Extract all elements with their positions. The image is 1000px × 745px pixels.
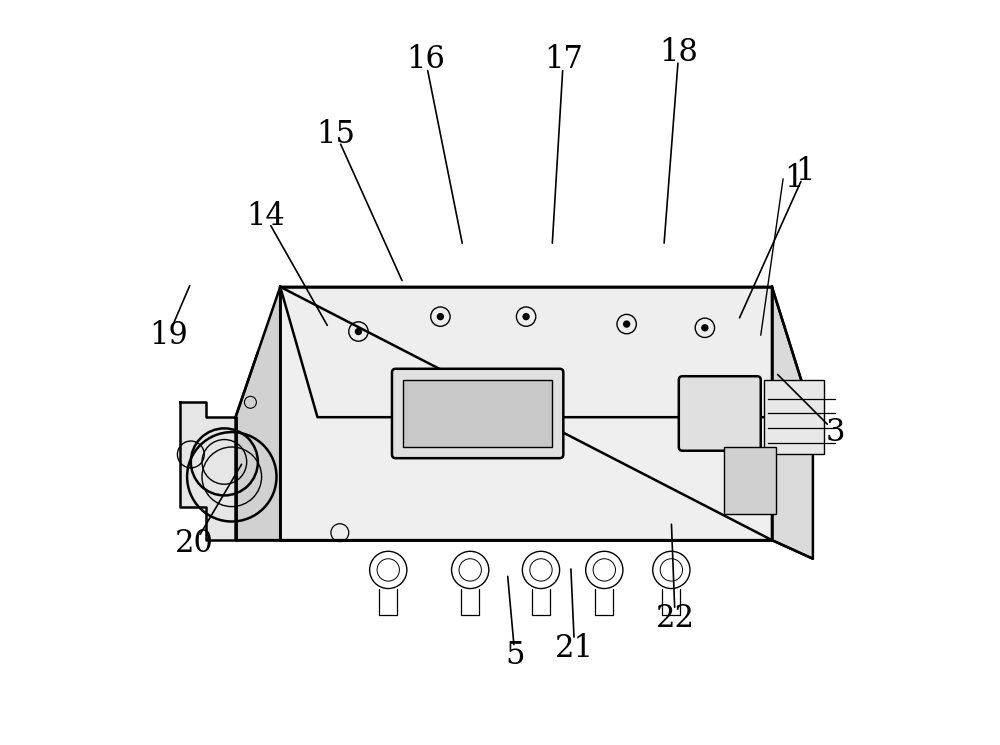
- Polygon shape: [280, 287, 772, 540]
- Polygon shape: [280, 287, 813, 417]
- Text: 3: 3: [825, 416, 845, 448]
- Text: 22: 22: [656, 603, 695, 634]
- Text: 15: 15: [317, 118, 356, 150]
- Circle shape: [523, 314, 529, 320]
- Text: 20: 20: [175, 528, 214, 559]
- FancyBboxPatch shape: [679, 376, 761, 451]
- Text: 5: 5: [505, 640, 525, 671]
- Text: 16: 16: [406, 44, 445, 75]
- Circle shape: [437, 314, 443, 320]
- Text: 1: 1: [796, 156, 815, 187]
- FancyBboxPatch shape: [392, 369, 563, 458]
- Text: 19: 19: [149, 320, 188, 351]
- Circle shape: [702, 325, 708, 331]
- Polygon shape: [772, 287, 813, 559]
- Bar: [724, 447, 776, 514]
- Bar: [403, 380, 552, 447]
- Circle shape: [355, 329, 361, 335]
- Text: 21: 21: [555, 633, 594, 664]
- Circle shape: [624, 321, 630, 327]
- Text: 18: 18: [659, 37, 698, 68]
- Text: 14: 14: [246, 200, 285, 232]
- Bar: [764, 380, 824, 454]
- Polygon shape: [236, 287, 280, 540]
- Polygon shape: [180, 402, 236, 540]
- Text: 17: 17: [544, 44, 583, 75]
- Text: 1: 1: [785, 163, 804, 194]
